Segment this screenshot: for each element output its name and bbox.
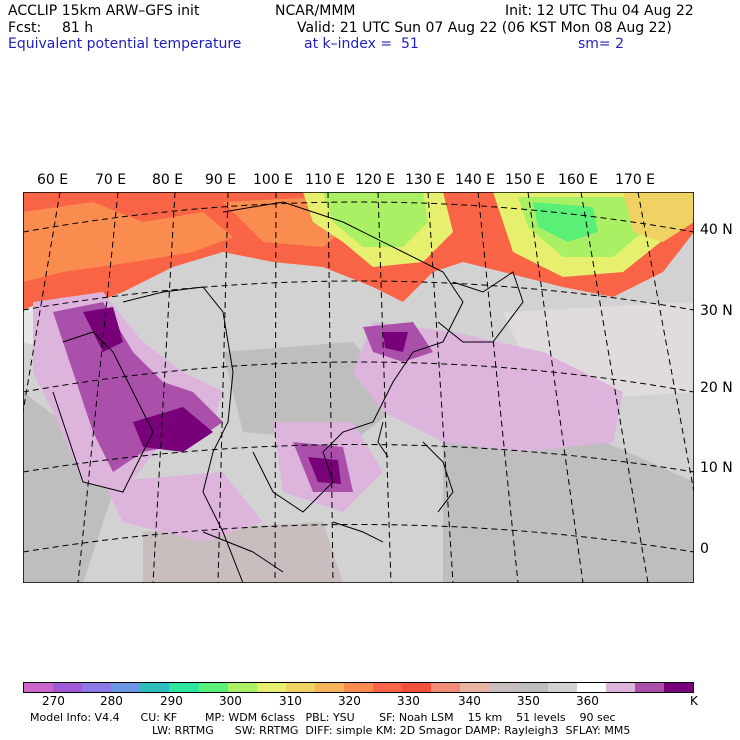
lat-label: 0 xyxy=(700,541,709,557)
fcst-value: 81 h xyxy=(62,20,94,36)
colorbar-swatch xyxy=(634,683,665,692)
init-time: Init: 12 UTC Thu 04 Aug 22 xyxy=(505,3,694,19)
colorbar-swatch xyxy=(431,683,461,692)
lon-label: 110 E xyxy=(305,172,346,188)
colorbar-swatch xyxy=(198,683,228,692)
lon-label: 100 E xyxy=(253,172,294,188)
colorbar-label: 340 xyxy=(458,694,481,708)
lon-label: 90 E xyxy=(205,172,237,188)
lon-label: 140 E xyxy=(455,172,496,188)
colorbar-swatch xyxy=(344,683,374,692)
colorbar-label: 350 xyxy=(517,694,540,708)
colorbar-swatch xyxy=(373,683,403,692)
colorbar-unit: K xyxy=(690,694,698,708)
field-name: Equivalent potential temperature xyxy=(8,36,242,52)
colorbar-swatch xyxy=(256,683,286,692)
lon-label: 150 E xyxy=(505,172,546,188)
colorbar-label: 300 xyxy=(219,694,242,708)
colorbar-swatch xyxy=(53,683,83,692)
colorbar-swatch xyxy=(576,683,606,692)
colorbar-swatch xyxy=(169,683,199,692)
colorbar-swatch xyxy=(605,683,635,692)
lon-label: 120 E xyxy=(355,172,396,188)
colorbar-swatch xyxy=(314,683,345,692)
colorbar-swatch xyxy=(140,683,170,692)
lat-label: 40 N xyxy=(700,222,733,238)
level-info: at k–index = 51 xyxy=(304,36,419,52)
colorbar-swatch xyxy=(227,683,257,692)
colorbar-label: 320 xyxy=(338,694,361,708)
colorbar-swatch xyxy=(664,683,694,692)
colorbar-swatch xyxy=(489,683,519,692)
lon-label: 80 E xyxy=(152,172,184,188)
valid-time: Valid: 21 UTC Sun 07 Aug 22 (06 KST Mon … xyxy=(297,20,672,36)
colorbar-swatch xyxy=(285,683,315,692)
colorbar-swatch xyxy=(82,683,112,692)
lat-label: 20 N xyxy=(700,380,733,396)
colorbar-swatch xyxy=(111,683,141,692)
model-title: ACCLIP 15km ARW–GFS init xyxy=(8,3,200,19)
footer-line-2: LW: RRTMG SW: RRTMG DIFF: simple KM: 2D … xyxy=(152,724,631,737)
lat-label: 30 N xyxy=(700,303,733,319)
colorbar-label: 270 xyxy=(42,694,65,708)
smoothing-info: sm= 2 xyxy=(578,36,625,52)
colorbar-label: 290 xyxy=(160,694,183,708)
colorbar-swatch xyxy=(518,683,548,692)
lon-label: 160 E xyxy=(558,172,599,188)
lon-label: 60 E xyxy=(37,172,69,188)
colorbar-swatch xyxy=(547,683,577,692)
colorbar-label: 330 xyxy=(397,694,420,708)
colorbar xyxy=(23,682,694,693)
lon-label: 170 E xyxy=(615,172,656,188)
map-panel xyxy=(23,192,694,583)
colorbar-label: 280 xyxy=(100,694,123,708)
lon-label: 70 E xyxy=(95,172,127,188)
colorbar-swatch xyxy=(460,683,490,692)
lon-label: 130 E xyxy=(405,172,446,188)
colorbar-label: 360 xyxy=(576,694,599,708)
colorbar-label: 310 xyxy=(279,694,302,708)
org-label: NCAR/MMM xyxy=(275,3,356,19)
lat-label: 10 N xyxy=(700,460,733,476)
colorbar-swatch xyxy=(24,683,54,692)
colorbar-swatch xyxy=(402,683,432,692)
footer-line-1: Model Info: V4.4 CU: KF MP: WDM 6class P… xyxy=(30,711,616,724)
fcst-label: Fcst: xyxy=(8,20,42,36)
